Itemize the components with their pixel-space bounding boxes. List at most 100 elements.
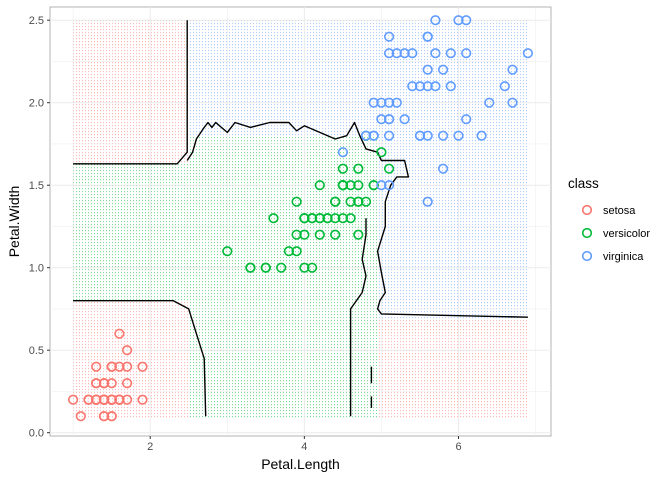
point-setosa — [98, 378, 110, 389]
point-versicolor — [291, 246, 302, 257]
point-virginica — [368, 130, 379, 141]
point-virginica — [461, 114, 472, 125]
point-setosa — [121, 394, 133, 405]
point-virginica — [453, 130, 464, 141]
point-virginica — [384, 114, 395, 125]
point-virginica — [430, 15, 441, 26]
y-axis-ticks: 0.0 0.5 1.0 1.5 2.0 2.5 — [29, 15, 50, 440]
point-virginica — [384, 48, 395, 59]
legend-label-setosa: setosa — [603, 205, 636, 217]
point-virginica — [368, 97, 379, 108]
point-versicolor — [345, 196, 356, 207]
point-virginica — [461, 48, 472, 59]
point-virginica — [376, 114, 387, 125]
point-virginica — [376, 180, 387, 191]
point-virginica — [484, 97, 495, 108]
point-versicolor — [330, 196, 341, 207]
point-versicolor — [353, 196, 364, 207]
point-versicolor — [368, 180, 379, 191]
point-setosa — [106, 378, 117, 389]
point-versicolor — [283, 246, 295, 257]
point-virginica — [384, 130, 395, 141]
point-setosa — [67, 394, 79, 405]
point-virginica — [384, 31, 395, 42]
point-virginica — [360, 130, 372, 141]
point-setosa — [106, 411, 117, 422]
point-versicolor — [337, 213, 349, 224]
point-virginica — [391, 48, 402, 59]
y-tick-label: 1.5 — [29, 180, 44, 192]
point-versicolor — [337, 163, 349, 174]
point-versicolor — [299, 262, 310, 273]
point-versicolor — [345, 180, 356, 191]
point-versicolor — [260, 262, 271, 273]
legend-key-versicolor — [581, 227, 593, 239]
point-versicolor — [314, 213, 325, 224]
y-tick-label: 2.0 — [29, 98, 44, 110]
point-versicolor — [314, 180, 325, 191]
point-virginica — [430, 81, 441, 92]
x-tick-label: 2 — [147, 441, 153, 453]
point-versicolor — [291, 196, 302, 207]
point-setosa — [75, 411, 86, 422]
point-virginica — [414, 81, 426, 92]
point-setosa — [91, 361, 102, 372]
point-virginica — [461, 15, 472, 26]
x-axis-title: Petal.Length — [261, 456, 340, 472]
point-versicolor — [360, 196, 372, 207]
point-versicolor — [222, 246, 233, 257]
boundary-line — [73, 20, 188, 165]
point-versicolor — [353, 180, 364, 191]
point-versicolor — [330, 213, 341, 224]
point-virginica — [422, 31, 433, 42]
decision-boundaries — [73, 20, 528, 417]
point-virginica — [499, 81, 510, 92]
point-virginica — [445, 81, 456, 92]
point-virginica — [438, 163, 449, 174]
point-virginica — [422, 64, 433, 75]
point-virginica — [507, 97, 518, 108]
y-tick-label: 0.5 — [29, 345, 44, 357]
legend-label-virginica: virginica — [603, 251, 644, 263]
point-versicolor — [276, 262, 287, 273]
point-versicolor — [314, 229, 325, 240]
decision-regions — [73, 20, 527, 418]
point-setosa — [121, 345, 133, 356]
point-versicolor — [337, 180, 349, 191]
point-versicolor — [299, 213, 310, 224]
x-tick-label: 4 — [301, 441, 307, 453]
y-tick-label: 1.0 — [29, 263, 44, 275]
point-versicolor — [268, 213, 279, 224]
x-axis-ticks: 2 4 6 — [147, 436, 462, 453]
point-virginica — [407, 81, 418, 92]
point-virginica — [384, 97, 395, 108]
y-axis-title: Petal.Width — [6, 186, 22, 258]
gridlines — [50, 7, 551, 436]
point-versicolor — [384, 163, 395, 174]
point-versicolor — [245, 262, 256, 273]
boundary-line — [186, 121, 528, 318]
point-virginica — [407, 48, 418, 59]
point-setosa — [114, 328, 125, 339]
point-versicolor — [299, 229, 310, 240]
point-virginica — [414, 130, 426, 141]
boundary-line — [73, 300, 207, 417]
legend-key-virginica — [581, 250, 593, 262]
point-setosa — [114, 394, 125, 405]
y-tick-label: 0.0 — [29, 428, 44, 440]
legend-title: class — [568, 176, 599, 191]
point-setosa — [114, 361, 125, 372]
point-setosa — [98, 411, 110, 422]
point-versicolor — [353, 229, 364, 240]
legend-key-setosa — [581, 204, 593, 216]
legend: class setosa versicolor virginica — [568, 176, 650, 263]
point-versicolor — [291, 229, 302, 240]
y-tick-label: 2.5 — [29, 15, 44, 27]
point-versicolor — [307, 262, 318, 273]
point-virginica — [422, 130, 433, 141]
point-setosa — [121, 361, 133, 372]
point-versicolor — [353, 163, 364, 174]
point-versicolor — [307, 213, 318, 224]
point-setosa — [121, 378, 133, 389]
